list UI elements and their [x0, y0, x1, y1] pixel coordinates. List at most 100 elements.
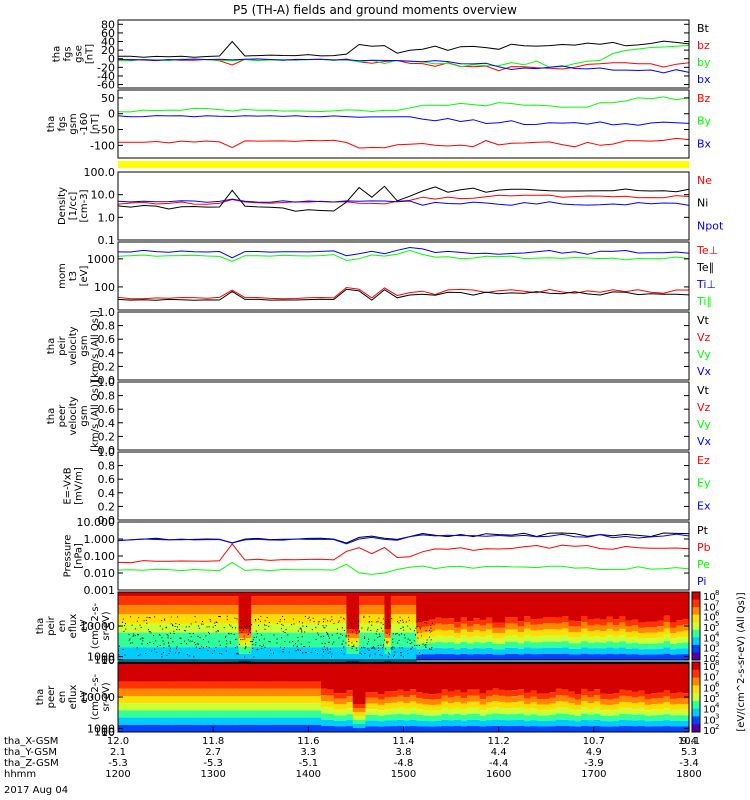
x-row-value: 3.8	[396, 747, 412, 758]
svg-text:peer: peer	[57, 404, 68, 428]
y-axis-label: tha peir velocity gsm [km/s (All Qs)]	[46, 310, 101, 382]
svg-text:eV: eV	[79, 619, 90, 632]
series-Te∥	[117, 288, 690, 301]
plot-title: P5 (TH-A) fields and ground moments over…	[233, 3, 517, 17]
svg-text:en: en	[57, 691, 68, 704]
legend-Ez: Ez	[697, 454, 710, 467]
legend-Vz: Vz	[697, 401, 711, 414]
svg-text:10: 10	[703, 633, 716, 644]
panel-frame	[117, 19, 690, 89]
svg-text:6: 6	[715, 610, 720, 618]
legend-Vx: Vx	[697, 435, 712, 448]
y-axis-label: tha fgs gse [nT]	[52, 44, 96, 64]
y-tick-label: 10000	[80, 620, 115, 633]
y-axis-label: tha peir en eflux eV (cm^2-s-sr-eV)	[35, 602, 112, 649]
x-row-value: 1700	[581, 769, 606, 780]
y-tick-label: 1.0	[98, 211, 116, 224]
y-tick-label: 0	[108, 53, 115, 66]
x-row-value: 10.7	[583, 736, 605, 747]
x-row-value: 12.0	[107, 736, 129, 747]
panel-frame	[117, 89, 690, 159]
svg-text:tha: tha	[46, 408, 57, 424]
svg-text:tha: tha	[46, 116, 57, 132]
y-tick-label: 0.6	[98, 333, 116, 346]
y-tick-label: 10000	[80, 691, 115, 704]
legend-Ni: Ni	[697, 197, 708, 210]
legend-Pb: Pb	[697, 541, 711, 554]
y-tick-label: 1000	[87, 253, 115, 266]
svg-text:gsm: gsm	[68, 113, 79, 134]
svg-text:2: 2	[715, 723, 719, 731]
series-Npot	[117, 198, 690, 206]
svg-text:peir: peir	[46, 615, 57, 635]
legend-Vz: Vz	[697, 331, 711, 344]
series-Ti⊥	[117, 246, 690, 259]
x-row-value: 4.9	[586, 747, 602, 758]
svg-text:eflux: eflux	[68, 685, 79, 710]
y-tick-label: 60	[101, 27, 115, 40]
colorbar-label: [eV/(cm^2-s-sr-eV) (All Qs)]	[736, 592, 747, 731]
y-tick-label: 40	[101, 36, 115, 49]
legend-Te⊥: Te⊥	[696, 244, 718, 257]
y-axis-label: tha peer en eflux eV (cm^2-s-sr-eV)	[35, 673, 112, 720]
series-Bt	[117, 40, 690, 58]
x-row-value: -4.8	[394, 758, 414, 769]
y-tick-label: 10.000	[77, 516, 116, 529]
svg-text:fgs: fgs	[57, 116, 68, 131]
svg-text:sr-eV): sr-eV)	[101, 611, 112, 640]
legend-By: By	[697, 115, 712, 128]
svg-text:10: 10	[703, 694, 716, 705]
y-tick-label: 0.2	[98, 500, 116, 513]
svg-text:-160: -160	[79, 113, 90, 136]
y-tick-label: 100	[94, 281, 115, 294]
legend-Vy: Vy	[697, 418, 711, 431]
y-tick-label: 0.2	[98, 430, 116, 443]
y-tick-label: 0.6	[98, 473, 116, 486]
legend-Ex: Ex	[697, 499, 711, 512]
x-row-label: tha_X-GSM	[4, 736, 58, 747]
y-axis-label: Pressure [nPa]	[63, 535, 85, 578]
svg-text:tha: tha	[35, 618, 46, 634]
colorbar-tick: 10 8	[703, 589, 719, 603]
y-tick-label: 0.0	[98, 374, 116, 387]
svg-text:velocity: velocity	[68, 396, 79, 435]
legend-Vt: Vt	[697, 384, 710, 397]
y-tick-label: 0.4	[98, 487, 116, 500]
y-tick-label: 100	[94, 654, 115, 667]
y-axis-label: tha fgs gsm -160 [nT]	[46, 113, 101, 136]
x-row-value: 1600	[486, 769, 511, 780]
x-row-value: 11.6	[297, 736, 319, 747]
colorbar-tick: 10 2	[703, 651, 719, 665]
svg-text:10: 10	[703, 673, 716, 684]
x-row-label: tha_Y-GSM	[4, 747, 57, 758]
y-tick-label: 10.0	[91, 189, 116, 202]
y-tick-label: -100	[90, 139, 115, 152]
colorbar-tick: 10 4	[703, 702, 720, 716]
series-Ni	[117, 185, 690, 212]
panel-frame	[117, 381, 690, 451]
svg-text:5: 5	[715, 620, 719, 628]
svg-text:[eV]: [eV]	[79, 266, 90, 287]
x-row-value: 2.7	[205, 747, 221, 758]
legend-Pi: Pi	[697, 575, 706, 588]
colorbar-tick: 10 4	[703, 630, 720, 644]
x-row-value: 2.1	[110, 747, 126, 758]
date-label: 2017 Aug 04	[4, 785, 68, 796]
series-Ne	[117, 194, 690, 205]
series-Pi	[117, 533, 690, 545]
y-tick-label: 0.100	[84, 550, 116, 563]
svg-text:10: 10	[703, 644, 716, 655]
colorbar-tick: 10 5	[703, 691, 719, 705]
panel-temperature: 1000 100 mom t3 [eV] Te⊥ Te∥ Ti⊥ Ti∥	[57, 241, 718, 311]
y-tick-label: 10	[101, 654, 115, 667]
y-tick-label: 50	[101, 92, 115, 105]
svg-text:2: 2	[715, 651, 719, 659]
svg-text:10: 10	[703, 683, 716, 694]
series-Pe	[117, 561, 690, 575]
x-row-value: -5.1	[299, 758, 319, 769]
y-tick-label: 0.001	[84, 584, 116, 597]
legend-Ne: Ne	[697, 174, 712, 187]
